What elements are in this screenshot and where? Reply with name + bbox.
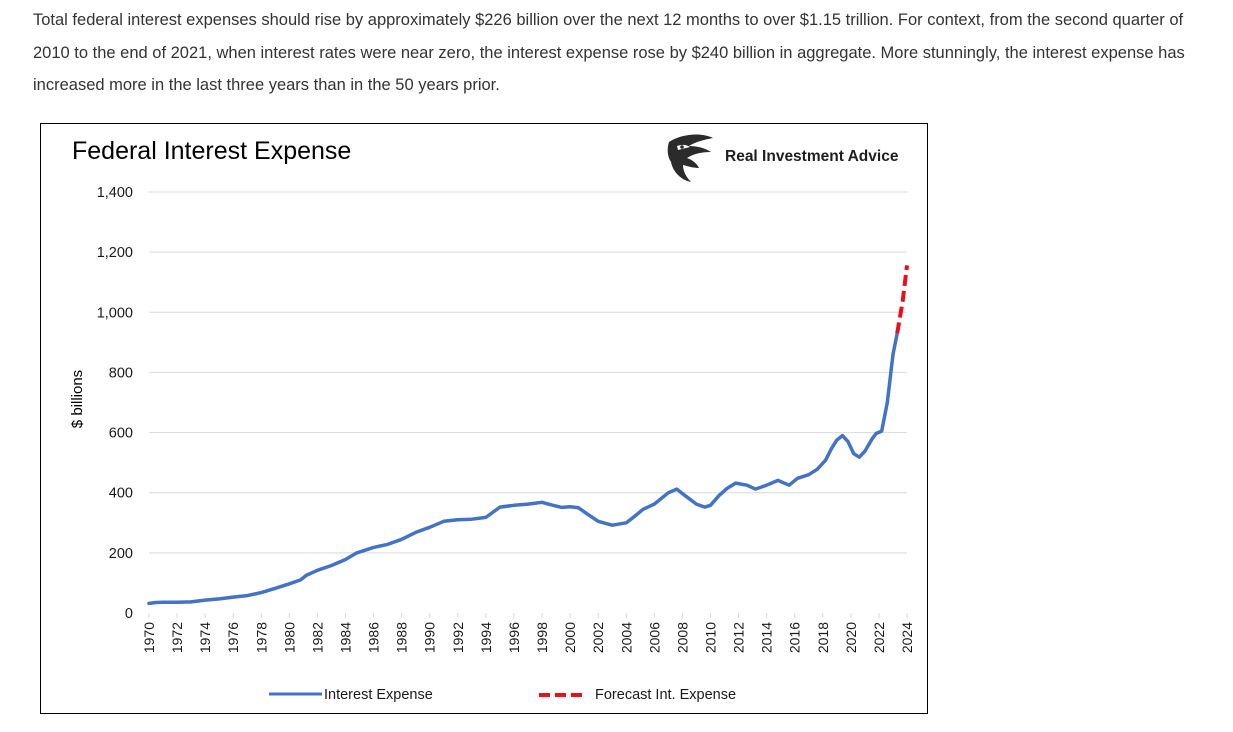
y-axis-label: $ billions bbox=[69, 370, 86, 428]
x-tick-labels: 1970 1972 1974 1976 1978 1980 1982 1984 1986 1988… bbox=[141, 613, 915, 653]
legend-label-forecast: Forecast Int. Expense bbox=[595, 687, 736, 703]
series-lines bbox=[147, 265, 909, 606]
x-tick-label: 2002 bbox=[590, 622, 606, 653]
x-tick-label: 1986 bbox=[366, 622, 382, 653]
x-tick-label: 2014 bbox=[759, 622, 775, 653]
y-tick-label: 600 bbox=[109, 426, 133, 442]
x-tick-label: 1996 bbox=[506, 622, 522, 653]
x-tick-label: 2018 bbox=[815, 622, 831, 653]
x-tick-label: 2022 bbox=[871, 622, 887, 653]
x-tick-label: 2020 bbox=[843, 622, 859, 653]
series-line-forecast bbox=[895, 265, 909, 334]
brand-logo: Real Investment Advice bbox=[667, 134, 899, 182]
y-tick-label: 400 bbox=[109, 486, 133, 502]
x-tick-label: 1990 bbox=[422, 622, 438, 653]
y-tick-label: 1,400 bbox=[97, 185, 133, 201]
y-tick-label: 800 bbox=[109, 365, 133, 381]
y-tick-label: 0 bbox=[125, 606, 133, 622]
x-tick-label: 1980 bbox=[281, 622, 297, 653]
legend-label-interest-expense: Interest Expense bbox=[324, 687, 433, 703]
chart-frame: Federal Interest Expense Real Investment… bbox=[40, 123, 928, 714]
x-tick-label: 2010 bbox=[702, 622, 718, 653]
x-tick-label: 2004 bbox=[618, 622, 634, 653]
x-tick-label: 1982 bbox=[309, 622, 325, 653]
y-tick-label: 200 bbox=[109, 546, 133, 562]
x-tick-label: 1976 bbox=[225, 622, 241, 653]
x-tick-label: 1988 bbox=[394, 622, 410, 653]
x-tick-label: 1984 bbox=[338, 622, 354, 653]
y-tick-label: 1,000 bbox=[97, 305, 133, 321]
x-tick-label: 1972 bbox=[169, 622, 185, 653]
y-tick-label: 1,200 bbox=[97, 245, 133, 261]
x-tick-label: 1998 bbox=[534, 622, 550, 653]
eagle-head-icon bbox=[667, 134, 713, 182]
x-tick-label: 1974 bbox=[197, 622, 213, 653]
x-tick-label: 2000 bbox=[562, 622, 578, 653]
x-tick-label: 2012 bbox=[731, 622, 747, 653]
x-tick-label: 2008 bbox=[674, 622, 690, 653]
y-tick-labels: 0 200 400 600 800 1,000 1,200 1,400 bbox=[97, 185, 133, 622]
x-tick-label: 2006 bbox=[646, 622, 662, 653]
brand-name: Real Investment Advice bbox=[725, 148, 899, 165]
chart-title: Federal Interest Expense bbox=[72, 137, 351, 165]
gridlines bbox=[149, 191, 907, 554]
x-tick-label: 1992 bbox=[450, 622, 466, 653]
article-paragraph: Total federal interest expenses should r… bbox=[33, 11, 1185, 94]
x-tick-label: 1994 bbox=[478, 622, 494, 653]
x-tick-label: 2016 bbox=[787, 622, 803, 653]
x-tick-label: 2024 bbox=[899, 622, 915, 653]
interest-expense-chart: Federal Interest Expense Real Investment… bbox=[69, 134, 915, 703]
x-tick-label: 1970 bbox=[141, 622, 157, 653]
x-tick-label: 1978 bbox=[253, 622, 269, 653]
legend: Interest Expense Forecast Int. Expense bbox=[269, 687, 736, 703]
series-line-interest-expense bbox=[147, 331, 899, 606]
